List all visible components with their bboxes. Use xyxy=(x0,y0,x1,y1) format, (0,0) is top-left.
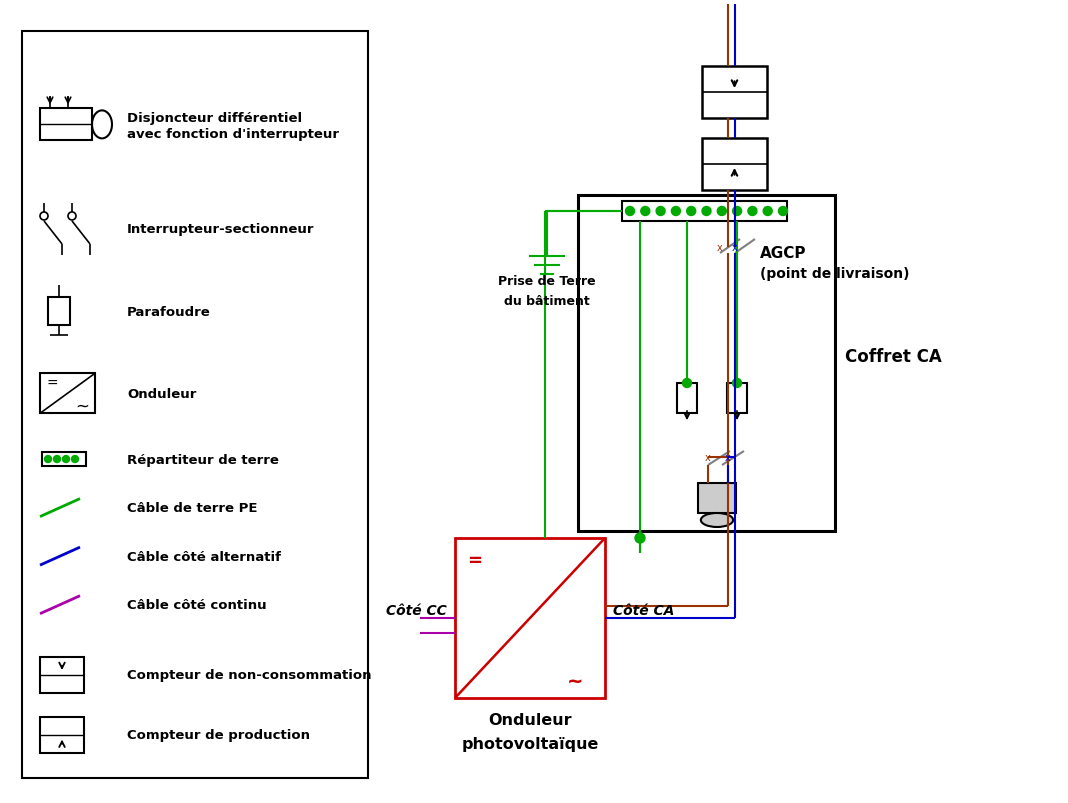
Text: Onduleur: Onduleur xyxy=(127,387,197,401)
Bar xyxy=(42,452,87,467)
Text: Câble de terre PE: Câble de terre PE xyxy=(127,501,257,515)
Circle shape xyxy=(63,456,69,463)
Ellipse shape xyxy=(701,513,733,528)
Text: Disjoncteur différentiel: Disjoncteur différentiel xyxy=(127,112,302,124)
Circle shape xyxy=(687,207,695,216)
Bar xyxy=(622,202,787,222)
Circle shape xyxy=(733,379,741,388)
Text: Câble côté continu: Câble côté continu xyxy=(127,598,267,611)
Text: Parafoudre: Parafoudre xyxy=(127,305,210,318)
Circle shape xyxy=(779,207,787,216)
Text: Compteur de non-consommation: Compteur de non-consommation xyxy=(127,669,372,682)
Circle shape xyxy=(72,456,79,463)
Bar xyxy=(698,483,736,513)
Circle shape xyxy=(702,207,711,216)
Bar xyxy=(727,384,747,414)
Bar xyxy=(22,32,368,778)
Text: avec fonction d'interrupteur: avec fonction d'interrupteur xyxy=(127,128,339,141)
Text: Interrupteur-sectionneur: Interrupteur-sectionneur xyxy=(127,223,314,236)
Bar xyxy=(40,109,92,141)
Circle shape xyxy=(641,207,649,216)
Bar xyxy=(48,298,70,326)
Bar xyxy=(710,274,748,304)
Text: AGCP: AGCP xyxy=(760,247,806,261)
Circle shape xyxy=(718,207,726,216)
Bar xyxy=(677,384,697,414)
Bar xyxy=(40,374,95,414)
Text: Côté CA: Côté CA xyxy=(613,603,674,618)
Text: (point de livraison): (point de livraison) xyxy=(760,267,910,281)
Text: x: x xyxy=(705,452,711,463)
Text: =: = xyxy=(467,552,482,569)
Bar xyxy=(40,717,84,752)
Text: Compteur de production: Compteur de production xyxy=(127,728,310,741)
Circle shape xyxy=(40,213,48,221)
Circle shape xyxy=(626,207,634,216)
Circle shape xyxy=(45,456,51,463)
Bar xyxy=(702,67,767,119)
Bar xyxy=(455,538,604,698)
Bar xyxy=(40,657,84,693)
Bar xyxy=(702,139,767,191)
Text: =: = xyxy=(46,377,58,391)
Ellipse shape xyxy=(712,304,745,318)
Text: Prise de Terre: Prise de Terre xyxy=(498,275,596,288)
Text: ~: ~ xyxy=(567,671,583,690)
Text: Coffret CA: Coffret CA xyxy=(845,348,942,366)
Text: x: x xyxy=(717,243,723,253)
Circle shape xyxy=(53,456,61,463)
Bar xyxy=(578,196,835,532)
Circle shape xyxy=(68,213,76,221)
Circle shape xyxy=(748,207,757,216)
Circle shape xyxy=(682,379,691,388)
Text: du bâtiment: du bâtiment xyxy=(504,296,590,308)
Text: Répartiteur de terre: Répartiteur de terre xyxy=(127,453,279,466)
Circle shape xyxy=(764,207,772,216)
Circle shape xyxy=(672,207,680,216)
Circle shape xyxy=(635,533,645,544)
Text: Onduleur: Onduleur xyxy=(488,712,571,728)
Circle shape xyxy=(656,207,665,216)
Circle shape xyxy=(733,207,741,216)
Text: Côté CC: Côté CC xyxy=(387,603,447,618)
Text: photovoltaïque: photovoltaïque xyxy=(461,736,599,752)
Text: Câble côté alternatif: Câble côté alternatif xyxy=(127,550,281,563)
Text: x: x xyxy=(725,452,731,463)
Text: x: x xyxy=(733,243,738,253)
Text: ~: ~ xyxy=(75,397,89,415)
